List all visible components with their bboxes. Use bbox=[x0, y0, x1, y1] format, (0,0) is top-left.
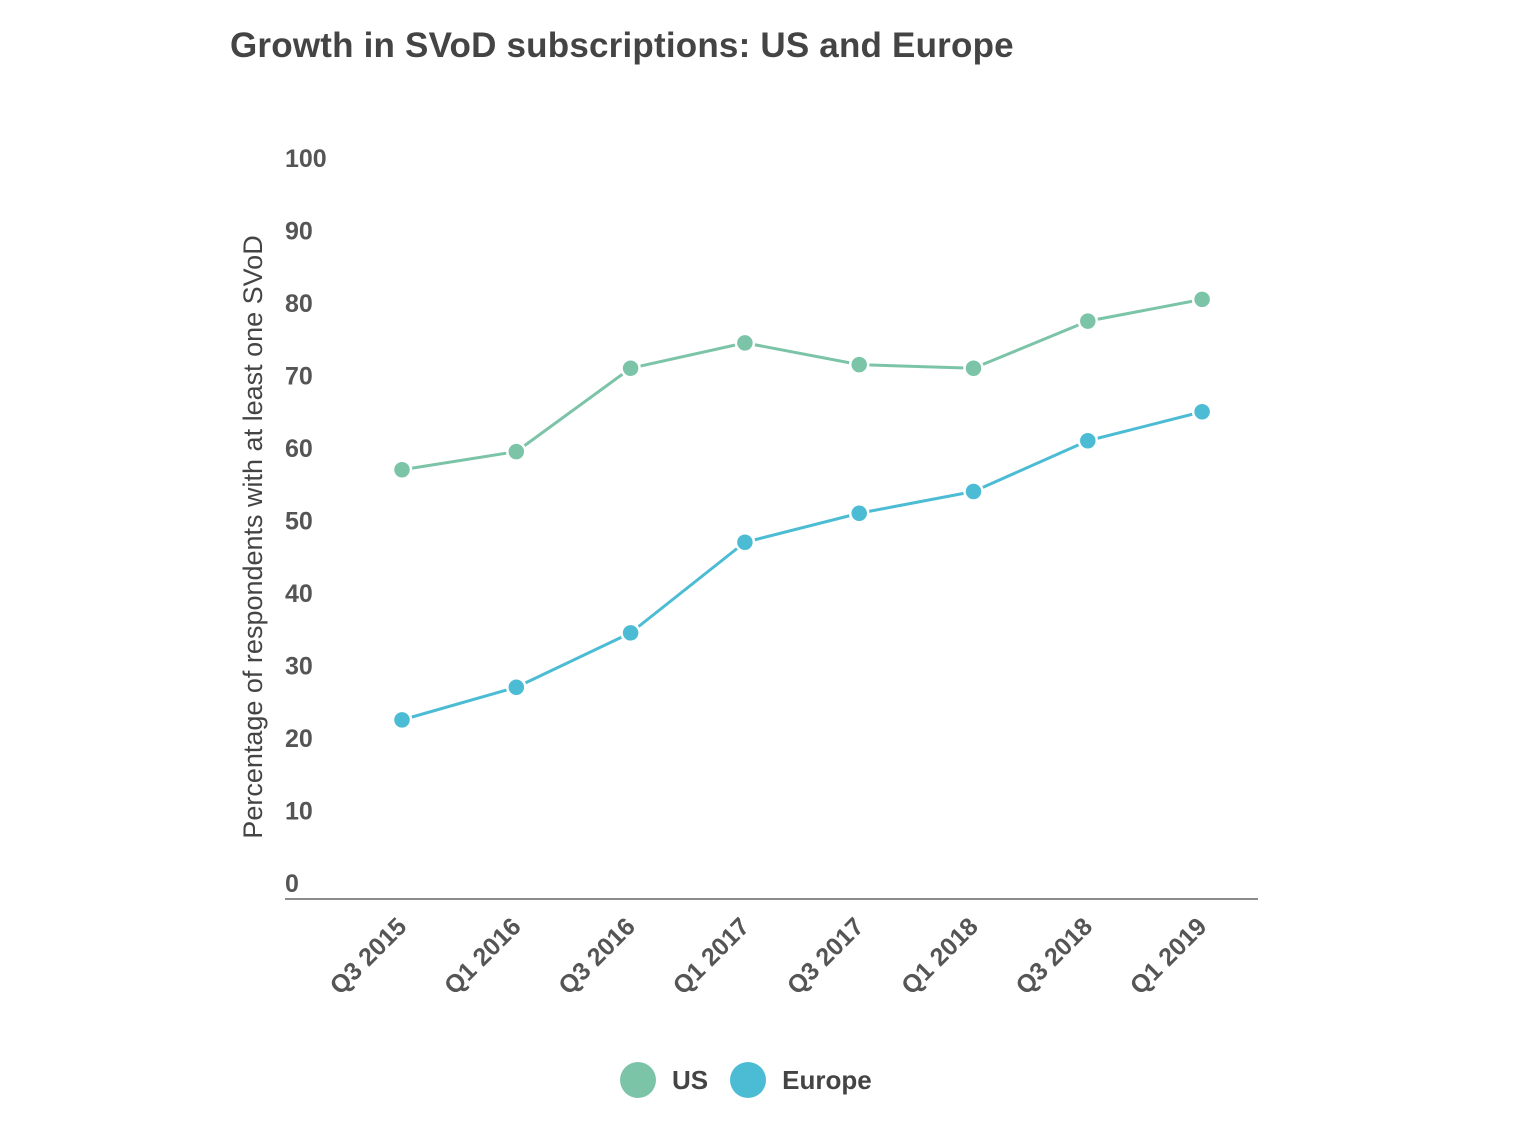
data-point-europe[interactable] bbox=[734, 532, 756, 553]
x-tick-label: Q1 2017 bbox=[668, 912, 756, 1000]
y-tick-label: 60 bbox=[285, 435, 313, 463]
series-line-us bbox=[401, 297, 1203, 472]
y-tick-label: 90 bbox=[285, 218, 313, 246]
x-tick-label: Q3 2018 bbox=[1010, 912, 1098, 1000]
data-point-us[interactable] bbox=[391, 459, 413, 480]
legend-item-europe[interactable]: Europe bbox=[730, 1062, 872, 1098]
series-us bbox=[391, 289, 1213, 480]
data-point-europe[interactable] bbox=[1191, 401, 1213, 422]
data-point-europe[interactable] bbox=[391, 709, 413, 731]
legend: US Europe bbox=[620, 1062, 884, 1098]
y-axis-label: Percentage of respondents with at least … bbox=[238, 235, 268, 838]
data-point-us[interactable] bbox=[848, 354, 870, 375]
y-tick-label: 10 bbox=[285, 798, 313, 826]
x-tick-label: Q3 2015 bbox=[325, 912, 413, 1000]
legend-swatch-europe bbox=[730, 1062, 767, 1098]
data-point-us[interactable] bbox=[963, 358, 984, 379]
x-tick-label: Q3 2017 bbox=[782, 912, 870, 1000]
chart-title: Growth in SVoD subscriptions: US and Eur… bbox=[230, 26, 1014, 65]
data-point-europe[interactable] bbox=[848, 503, 870, 524]
x-tick-label: Q1 2019 bbox=[1125, 912, 1213, 1000]
data-point-us[interactable] bbox=[620, 358, 641, 379]
data-point-europe[interactable] bbox=[963, 481, 984, 502]
series-line-europe bbox=[401, 410, 1203, 722]
y-tick-label: 70 bbox=[285, 363, 313, 391]
x-tick-label: Q3 2016 bbox=[553, 912, 641, 1000]
y-axis-label-group: Percentage of respondents with at least … bbox=[238, 235, 268, 838]
y-tick-label: 40 bbox=[285, 580, 313, 608]
y-axis-ticks: 0 10 20 30 40 50 60 70 80 90 100 bbox=[285, 145, 327, 898]
y-tick-label: 80 bbox=[285, 290, 313, 318]
legend-label-europe: Europe bbox=[782, 1064, 872, 1095]
data-point-us[interactable] bbox=[734, 332, 756, 354]
legend-label-us: US bbox=[672, 1064, 709, 1095]
series-group bbox=[391, 289, 1213, 731]
y-tick-label: 100 bbox=[285, 145, 327, 173]
x-tick-label: Q1 2018 bbox=[896, 912, 984, 1000]
data-point-europe[interactable] bbox=[1077, 430, 1099, 451]
data-point-us[interactable] bbox=[1191, 289, 1213, 310]
legend-swatch-us bbox=[620, 1062, 656, 1098]
data-point-europe[interactable] bbox=[506, 677, 527, 698]
x-axis-ticks: Q3 2015 Q1 2016 Q3 2016 Q1 2017 Q3 2017 Q1 20… bbox=[325, 912, 1213, 1000]
y-tick-label: 30 bbox=[285, 653, 313, 681]
legend-item-us[interactable]: US bbox=[620, 1062, 708, 1098]
y-tick-label: 0 bbox=[285, 870, 299, 898]
data-point-us[interactable] bbox=[1077, 310, 1099, 332]
y-tick-label: 50 bbox=[285, 508, 313, 536]
series-europe bbox=[391, 401, 1213, 731]
data-point-us[interactable] bbox=[506, 441, 527, 462]
x-tick-label: Q1 2016 bbox=[439, 912, 527, 1000]
y-tick-label: 20 bbox=[285, 725, 313, 753]
data-point-europe[interactable] bbox=[620, 622, 641, 644]
